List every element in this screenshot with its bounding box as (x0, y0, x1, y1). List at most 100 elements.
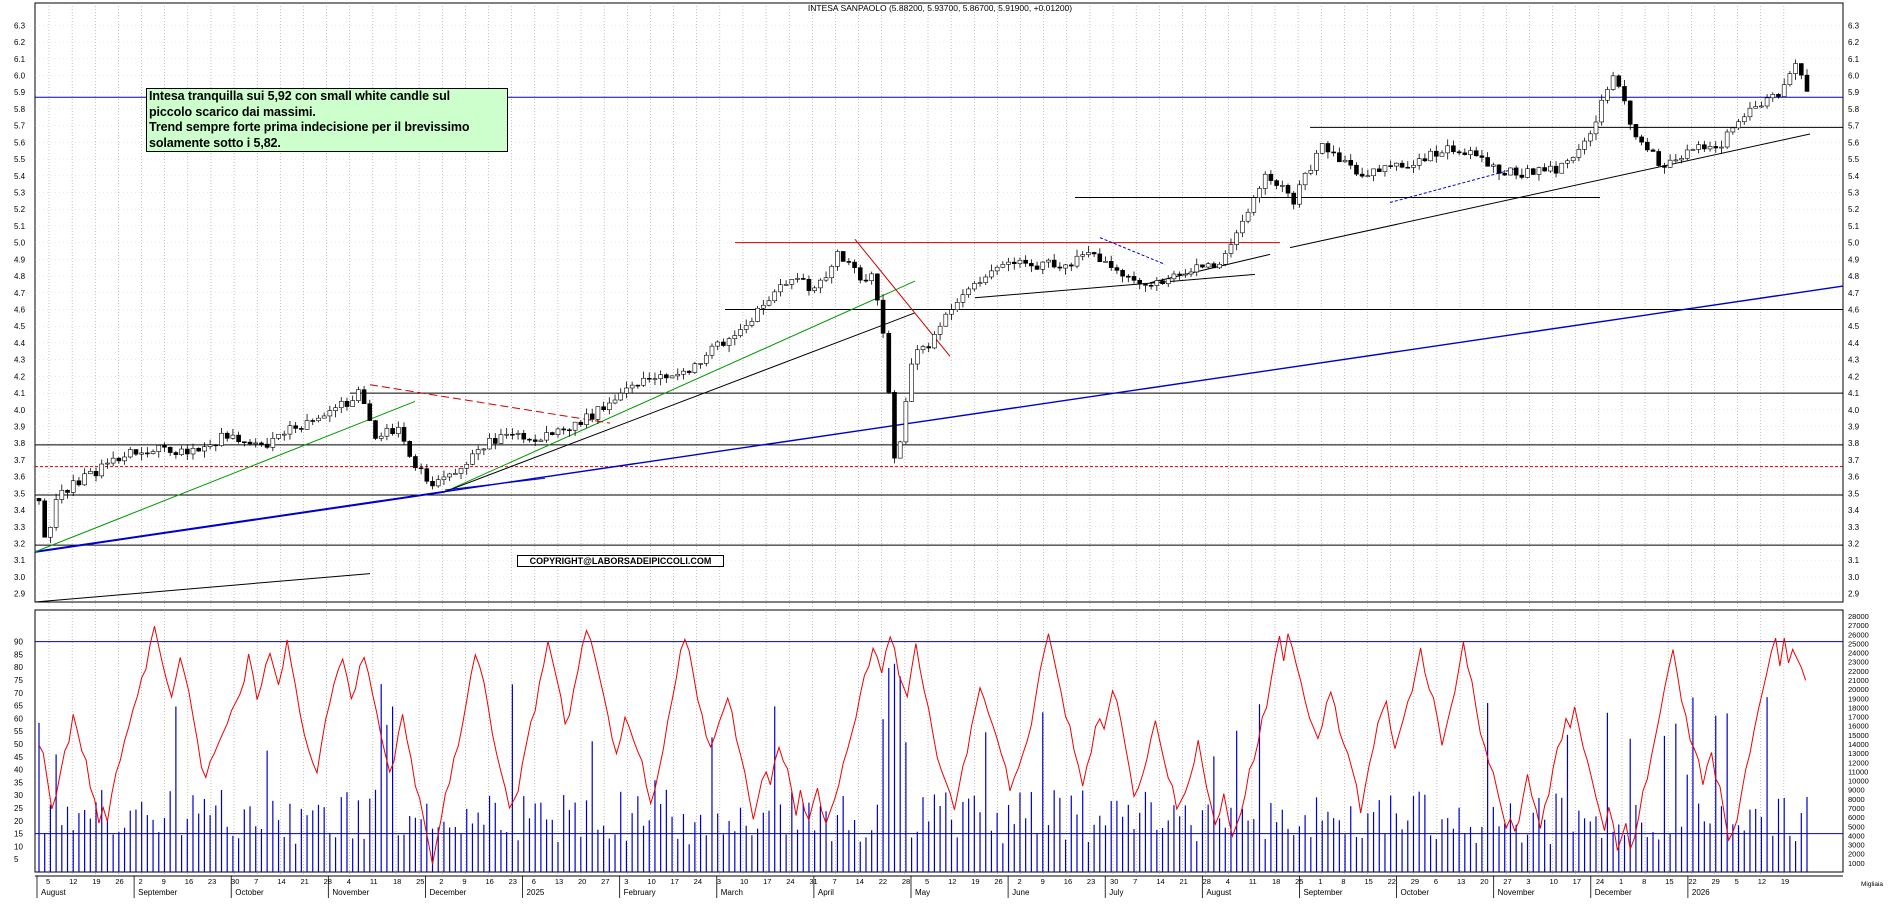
day-tick-label: 10 (647, 877, 655, 886)
candle (299, 426, 304, 433)
candle (607, 397, 612, 415)
candle-body (1080, 254, 1085, 257)
price-tick-right: 5.5 (1848, 155, 1860, 164)
candle (1359, 167, 1365, 179)
candle-body (190, 447, 196, 455)
candle (857, 264, 863, 284)
candle (1582, 137, 1587, 155)
candle (224, 431, 230, 442)
candle (1656, 148, 1662, 168)
candle-body (1234, 232, 1239, 245)
candle-body (1724, 131, 1730, 148)
price-tick-right: 4.6 (1848, 306, 1860, 315)
price-tick-left: 2.9 (14, 590, 26, 599)
candle (1017, 257, 1023, 268)
day-tick-label: 5 (925, 877, 929, 886)
candle (989, 264, 994, 280)
candle-body (749, 321, 755, 326)
candle (327, 405, 333, 422)
candle-body (561, 428, 566, 431)
price-tick-left: 3.6 (14, 473, 26, 482)
candle (42, 498, 48, 538)
candle (732, 330, 738, 346)
day-tick-label: 20 (578, 877, 586, 886)
price-tick-left: 4.9 (14, 255, 26, 264)
candle-body (1091, 252, 1097, 255)
candle (453, 468, 458, 475)
candle-body (875, 273, 880, 301)
candle (601, 401, 606, 412)
candle-body (572, 421, 578, 431)
candle-body (1707, 146, 1713, 150)
candle (783, 280, 789, 286)
candle-body (1331, 151, 1336, 154)
price-tick-left: 3.8 (14, 439, 26, 448)
candle-body (681, 370, 686, 375)
candle-body (1456, 151, 1462, 154)
day-tick-label: 22 (879, 877, 887, 886)
month-label: December (429, 888, 466, 897)
candle (1525, 164, 1530, 179)
candle (1240, 214, 1245, 238)
candle (966, 286, 971, 298)
volume-tick-label: 24000 (1848, 649, 1869, 658)
price-tick-left: 5.1 (14, 222, 26, 231)
volume-tick-label: 11000 (1848, 767, 1868, 776)
candle (1508, 167, 1513, 176)
candle (1034, 261, 1040, 271)
candle (703, 352, 709, 367)
candle-body (1177, 273, 1182, 276)
candle (1713, 141, 1719, 153)
trend-line (444, 477, 546, 491)
candle-body (1559, 162, 1565, 174)
oscillator-tick-label: 65 (14, 702, 23, 711)
candle (561, 426, 566, 435)
candle-body (361, 389, 367, 405)
candle (1793, 59, 1798, 80)
day-tick-label: 28 (1203, 877, 1211, 886)
candle (1707, 141, 1713, 152)
oscillator-tick-label: 60 (14, 714, 23, 723)
candle-body (641, 377, 646, 386)
candle (504, 428, 509, 439)
trend-line (1149, 253, 1271, 284)
candle-body (932, 334, 937, 349)
candle-body (36, 498, 42, 502)
candle (1188, 267, 1194, 277)
candle-body (538, 439, 544, 442)
candle-body (555, 428, 561, 435)
candle-body (1103, 261, 1108, 263)
oscillator-tick-label: 30 (14, 791, 23, 800)
trend-line (34, 400, 416, 553)
candle (139, 446, 144, 461)
candle (1154, 277, 1160, 292)
candle-body (1183, 273, 1188, 276)
day-tick-label: 3 (624, 877, 628, 886)
candle (1257, 185, 1262, 203)
candle (202, 442, 207, 458)
candle-body (977, 282, 983, 284)
volume-tick-label: 18000 (1848, 703, 1869, 712)
candle (1080, 250, 1085, 261)
candle (618, 388, 624, 402)
day-tick-label: 15 (1665, 877, 1673, 886)
candle (1422, 153, 1428, 163)
candle (1502, 170, 1508, 176)
price-tick-left: 3.2 (14, 540, 26, 549)
candle (846, 257, 852, 266)
candle (715, 340, 720, 351)
candle-body (230, 434, 236, 439)
candle (316, 415, 321, 423)
candle (361, 385, 367, 405)
candle (1741, 113, 1747, 125)
candle (795, 273, 800, 283)
month-label: November (332, 888, 369, 897)
candle-body (1017, 259, 1023, 265)
candle (1764, 94, 1770, 109)
candle (538, 438, 544, 443)
volume-tick-label: 25000 (1848, 639, 1869, 648)
candle-body (407, 441, 413, 457)
volume-tick-label: 4000 (1848, 831, 1865, 840)
candle (1787, 70, 1793, 87)
candle-body (1011, 261, 1017, 265)
